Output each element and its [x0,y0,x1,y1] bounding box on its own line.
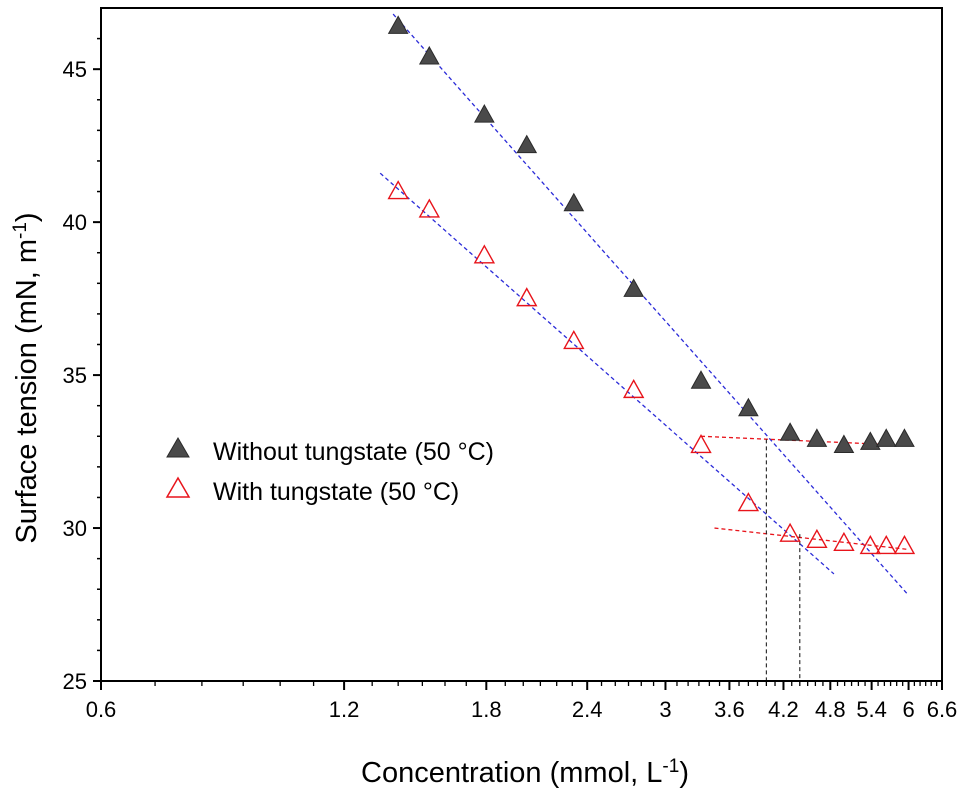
data-points [387,15,916,555]
x-tick-label: 2.4 [572,697,603,722]
fit-lines [379,13,910,596]
point-with-tungstate [418,198,441,218]
point-without-tungstate [418,45,440,65]
legend: Without tungstate (50 °C) With tungstate… [165,437,494,506]
point-without-tungstate [833,434,855,453]
point-with-tungstate [859,534,882,555]
x-tick-label: 5.4 [856,697,887,722]
legend-marker-filled-triangle [166,437,190,458]
point-with-tungstate [806,528,828,548]
legend-label-with-tungstate: With tungstate (50 °C) [213,478,459,506]
plot-frame [100,7,943,682]
point-with-tungstate [737,492,760,512]
y-tick-label: 40 [63,210,87,235]
x-tick-label: 4.2 [768,697,799,722]
point-without-tungstate [387,15,409,34]
x-tick-label: 1.8 [471,697,502,722]
axis-ticks [93,37,943,690]
point-without-tungstate [875,428,897,447]
y-axis-title-superscript: -1 [10,222,31,239]
point-without-tungstate [806,428,828,447]
point-with-tungstate [833,531,855,552]
x-axis-title-superscript: -1 [662,756,679,777]
x-tick-label: 0.6 [86,697,117,722]
x-tick-label: 4.8 [815,697,846,722]
point-without-tungstate [894,428,915,447]
x-tick-label: 6.6 [927,697,958,722]
y-tick-label: 25 [63,669,87,694]
point-without-tungstate [623,278,645,297]
tick-labels: 25 30 35 40 45 0.6 1.2 1.8 2.4 3 3.6 4.2 4.8 5.4 6 6.6 [63,57,958,722]
x-tick-label: 1.2 [329,697,360,722]
point-without-tungstate [738,397,759,417]
y-tick-label: 35 [63,363,87,388]
legend-marker-open-triangle [165,476,191,498]
x-axis-title: Concentration (mmol, L-1) [361,756,689,789]
y-tick-label: 45 [63,57,87,82]
intersection-drop-lines [765,439,801,681]
point-with-tungstate [563,330,585,350]
point-with-tungstate [473,244,496,264]
y-axis-title-close: ) [11,212,43,222]
point-without-tungstate [779,422,801,441]
point-with-tungstate [875,534,897,555]
x-tick-label: 3.6 [714,697,745,722]
x-tick-label: 6 [902,697,914,722]
point-with-tungstate [387,180,409,200]
legend-item-with-tungstate: With tungstate (50 °C) [165,476,459,506]
point-with-tungstate [779,522,801,542]
point-with-tungstate [622,378,645,399]
point-without-tungstate [474,104,495,123]
x-axis-title-close: ) [679,757,689,789]
legend-item-without-tungstate: Without tungstate (50 °C) [166,437,494,466]
fit-line-1 [379,172,835,575]
point-without-tungstate [516,134,538,154]
fit-line-0 [392,13,910,596]
y-axis-title: Surface tension (mN, m-1) [10,212,43,543]
y-tick-label: 30 [63,516,87,541]
point-without-tungstate [563,192,585,212]
point-without-tungstate [690,370,712,389]
point-with-tungstate [893,534,916,555]
legend-label-without-tungstate: Without tungstate (50 °C) [213,438,494,466]
x-tick-label: 3 [659,697,671,722]
point-with-tungstate [516,287,538,307]
point-with-tungstate [690,434,712,454]
point-without-tungstate [859,431,881,450]
